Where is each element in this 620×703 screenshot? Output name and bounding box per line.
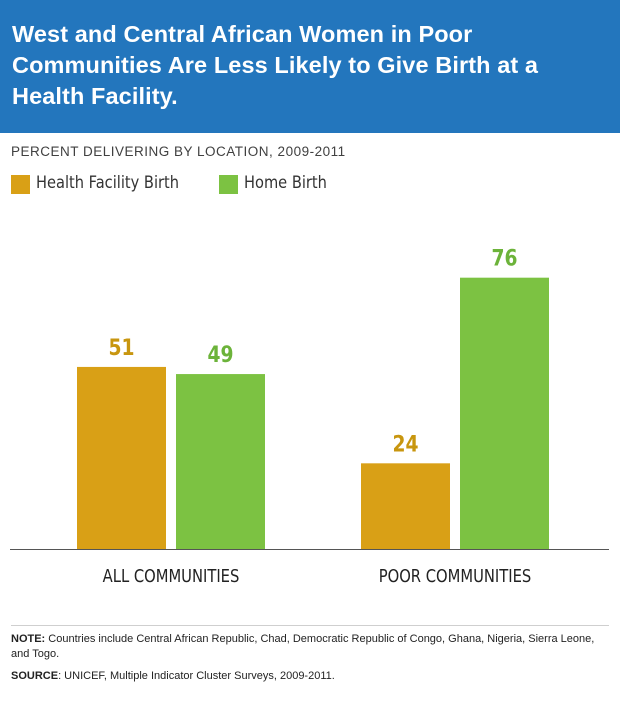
bar-poor-communities-home-birth	[460, 277, 549, 549]
legend: Health Facility Birth Home Birth	[11, 172, 611, 198]
legend-label-home-birth: Home Birth	[244, 173, 327, 193]
data-label-all-communities-health-facility-birth: 51	[108, 334, 134, 360]
note: NOTE: Countries include Central African …	[11, 632, 611, 661]
data-label-all-communities-home-birth: 49	[207, 342, 233, 368]
legend-swatch-home-birth	[219, 175, 238, 194]
bar-all-communities-home-birth	[176, 374, 265, 549]
source: SOURCE: UNICEF, Multiple Indicator Clust…	[11, 669, 611, 684]
bar-all-communities-health-facility-birth	[77, 366, 166, 549]
notes: NOTE: Countries include Central African …	[11, 632, 611, 692]
source-label: SOURCE	[11, 670, 59, 682]
chart-title: West and Central African Women in Poor C…	[12, 21, 539, 109]
data-label-poor-communities-health-facility-birth: 24	[392, 431, 418, 457]
note-label: NOTE:	[11, 633, 46, 645]
bar-poor-communities-health-facility-birth	[361, 463, 450, 549]
legend-swatch-health-facility	[11, 175, 30, 194]
note-text: Countries include Central African Republ…	[11, 633, 595, 660]
footer-divider	[11, 625, 609, 626]
bar-chart: 51 49 ALL COMMUNITIES 24 76 POOR COMMUNITIES	[10, 245, 609, 587]
data-label-poor-communities-home-birth: 76	[491, 245, 517, 271]
chart-subtitle: PERCENT DELIVERING BY LOCATION, 2009-201…	[11, 144, 346, 159]
legend-label-health-facility: Health Facility Birth	[36, 173, 180, 193]
category-label-poor-communities: POOR COMMUNITIES	[379, 566, 532, 587]
category-label-all-communities: ALL COMMUNITIES	[103, 566, 240, 587]
title-band: West and Central African Women in Poor C…	[0, 0, 620, 133]
source-text: : UNICEF, Multiple Indicator Cluster Sur…	[58, 670, 335, 682]
